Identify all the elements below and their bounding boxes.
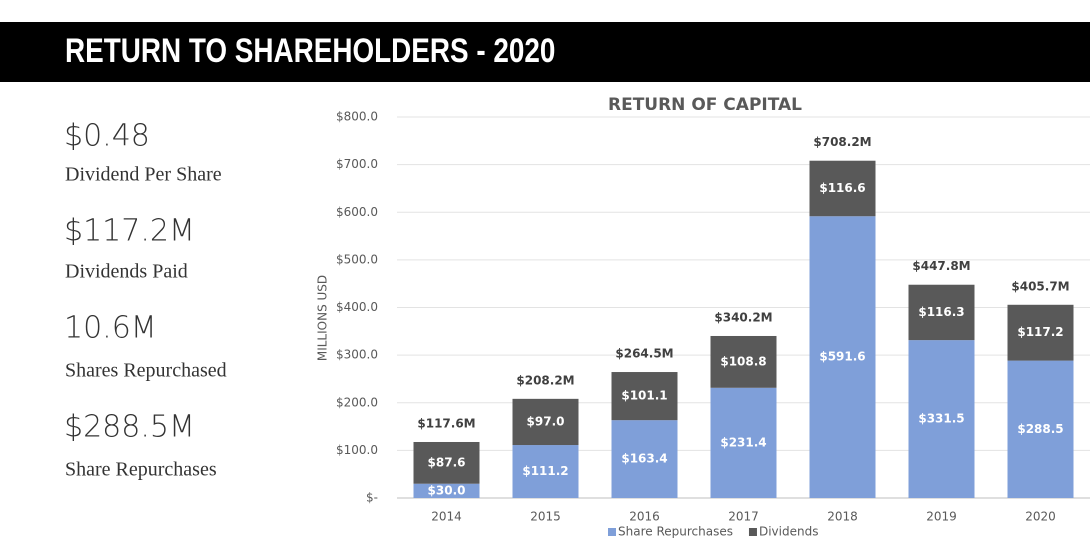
total-label: $447.8M (912, 259, 970, 273)
stat-label: Shares Repurchased (65, 360, 227, 382)
bar-segment (908, 340, 975, 498)
y-tick-label: $800.0 (336, 110, 378, 124)
x-tick-label: 2017 (728, 510, 759, 524)
bar-segment (512, 398, 579, 446)
y-tick-label: $200.0 (336, 395, 378, 409)
x-tick-label: 2014 (431, 510, 462, 524)
y-tick-label: $700.0 (336, 157, 378, 171)
bar-segment (809, 160, 876, 217)
legend-label: Dividends (759, 525, 818, 539)
value-label: $87.6 (428, 455, 466, 469)
y-tick-label: $500.0 (336, 252, 378, 266)
bar-segment (512, 445, 579, 498)
bar-segment (809, 216, 876, 499)
bar-segment (1007, 304, 1074, 361)
y-tick-label: $400.0 (336, 300, 378, 314)
x-tick-label: 2016 (629, 510, 660, 524)
bar-segment (710, 387, 777, 498)
legend-swatch (748, 528, 757, 536)
value-label: $108.8 (720, 354, 766, 368)
value-label: $111.2 (522, 464, 568, 478)
value-label: $97.0 (527, 414, 565, 428)
total-label: $208.2M (516, 373, 574, 387)
stat-value: $117.2M (64, 214, 195, 249)
header-bar (0, 22, 1090, 82)
total-label: $117.6M (417, 416, 475, 430)
value-label: $331.5 (918, 412, 964, 426)
value-label: $30.0 (428, 483, 466, 497)
stat-value: 10.6M (64, 311, 157, 346)
total-label: $340.2M (714, 310, 772, 324)
y-tick-label: $300.0 (336, 348, 378, 362)
y-tick-label: $- (366, 491, 378, 505)
bar-segment (611, 420, 678, 498)
value-label: $163.4 (621, 452, 667, 466)
value-label: $116.3 (918, 305, 964, 319)
y-tick-label: $100.0 (336, 443, 378, 457)
value-label: $591.6 (819, 350, 865, 364)
stat-label: Dividends Paid (65, 261, 188, 283)
x-tick-label: 2015 (530, 510, 561, 524)
total-label: $264.5M (615, 347, 673, 361)
bar-segment (710, 335, 777, 388)
chart-title: RETURN OF CAPITAL (608, 95, 802, 115)
value-label: $117.2 (1017, 325, 1063, 339)
bar-segment (611, 372, 678, 421)
value-label: $288.5 (1017, 422, 1063, 436)
value-label: $231.4 (720, 435, 766, 449)
header-title: RETURN TO SHAREHOLDERS - 2020 (65, 31, 555, 69)
x-tick-label: 2019 (926, 510, 957, 524)
stat-label: Share Repurchases (65, 459, 217, 481)
value-label: $116.6 (819, 181, 865, 195)
bar-segment (908, 284, 975, 341)
total-label: $708.2M (813, 135, 871, 149)
legend-label: Share Repurchases (618, 525, 733, 539)
bar-segment (1007, 360, 1074, 498)
y-tick-label: $600.0 (336, 205, 378, 219)
legend-swatch (608, 528, 616, 536)
stat-label: Dividend Per Share (65, 164, 222, 186)
x-tick-label: 2018 (827, 510, 858, 524)
y-axis-title: MILLIONS USD (316, 275, 330, 361)
value-label: $101.1 (621, 389, 667, 403)
bar-segment (413, 441, 480, 484)
bar-segment (413, 483, 480, 498)
x-tick-label: 2020 (1025, 510, 1056, 524)
stat-value: $0.48 (64, 119, 150, 154)
total-label: $405.7M (1011, 279, 1069, 293)
stat-value: $288.5M (64, 410, 195, 445)
